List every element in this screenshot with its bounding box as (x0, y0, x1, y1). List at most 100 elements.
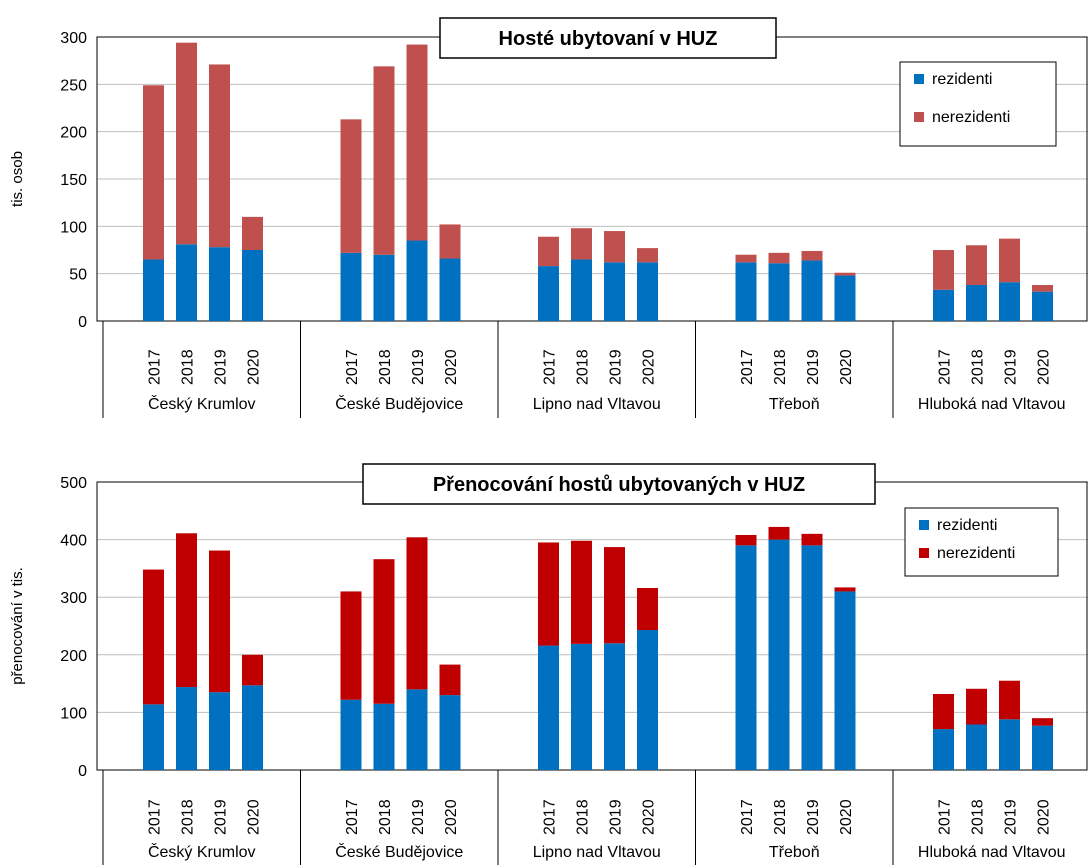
x-tick-label: 2018 (970, 799, 987, 835)
legend-swatch-rezidenti (919, 520, 929, 530)
y-tick-label: 200 (60, 125, 87, 142)
bar-rezidenti-2018 (768, 263, 790, 321)
y-tick-label: 300 (60, 590, 87, 607)
bar-nerezidenti-2018 (966, 688, 987, 725)
bar-rezidenti-2020 (242, 685, 263, 770)
legend-label: nerezidenti (937, 545, 1015, 562)
x-tick-label: 2017 (147, 349, 164, 385)
x-tick-label: 2020 (838, 799, 855, 835)
group-label: Třeboň (769, 844, 820, 861)
bar-rezidenti-2018 (966, 285, 987, 321)
legend-label: rezidenti (937, 517, 997, 534)
bar-nerezidenti-2017 (735, 254, 757, 263)
x-tick-label: 2017 (739, 799, 756, 835)
x-tick-label: 2017 (542, 349, 559, 385)
bar-rezidenti-2019 (209, 247, 230, 321)
bar-rezidenti-2017 (933, 289, 954, 321)
bar-nerezidenti-2017 (933, 693, 954, 730)
bar-rezidenti-2020 (637, 262, 658, 321)
legend-label: nerezidenti (932, 109, 1010, 126)
title-box (362, 463, 876, 505)
bar-nerezidenti-2020 (439, 224, 461, 259)
bar-rezidenti-2020 (1032, 725, 1053, 770)
bar-rezidenti-2017 (933, 729, 954, 770)
x-tick-label: 2018 (970, 349, 987, 385)
x-tick-label: 2020 (246, 799, 263, 835)
y-tick-label: 50 (69, 267, 87, 284)
x-tick-label: 2017 (344, 349, 361, 385)
bar-rezidenti-2020 (439, 258, 461, 321)
bar-nerezidenti-2020 (242, 216, 263, 250)
bar-nerezidenti-2018 (571, 228, 592, 260)
y-tick-label: 400 (60, 533, 87, 550)
bar-rezidenti-2017 (340, 252, 362, 321)
bar-nerezidenti-2017 (538, 542, 559, 646)
y-tick-label: 200 (60, 648, 87, 665)
legend-swatch-nerezidenti (919, 548, 929, 558)
bar-rezidenti-2018 (966, 724, 987, 770)
x-tick-label: 2019 (410, 799, 427, 835)
legend-box (904, 507, 1059, 577)
bar-rezidenti-2020 (834, 275, 856, 321)
x-tick-label: 2017 (344, 799, 361, 835)
y-axis-label: tis. osob (9, 151, 26, 207)
y-tick-label: 300 (60, 30, 87, 47)
bar-nerezidenti-2020 (834, 272, 856, 276)
bar-rezidenti-2019 (406, 240, 428, 321)
bar-nerezidenti-2019 (801, 250, 823, 261)
legend-swatch-nerezidenti (914, 112, 924, 122)
x-tick-label: 2020 (1036, 349, 1053, 385)
x-tick-label: 2018 (575, 349, 592, 385)
bar-nerezidenti-2018 (176, 42, 197, 245)
x-tick-label: 2020 (443, 799, 460, 835)
bar-nerezidenti-2020 (637, 248, 658, 263)
group-label: České Budějovice (335, 394, 463, 413)
x-tick-label: 2017 (937, 349, 954, 385)
bar-rezidenti-2020 (637, 630, 658, 770)
bar-nerezidenti-2017 (143, 85, 164, 260)
y-tick-label: 500 (60, 475, 87, 492)
legend-box (899, 61, 1057, 147)
group-label: Lipno nad Vltavou (533, 396, 661, 413)
bar-nerezidenti-2019 (406, 537, 428, 690)
bar-rezidenti-2019 (604, 262, 625, 321)
bar-nerezidenti-2018 (176, 533, 197, 688)
x-tick-label: 2020 (641, 799, 658, 835)
y-tick-label: 150 (60, 172, 87, 189)
bar-nerezidenti-2017 (933, 250, 954, 290)
x-tick-label: 2020 (838, 349, 855, 385)
y-tick-label: 100 (60, 219, 87, 236)
bar-nerezidenti-2020 (439, 664, 461, 696)
x-tick-label: 2017 (937, 799, 954, 835)
group-label: Hluboká nad Vltavou (918, 396, 1066, 413)
bar-nerezidenti-2018 (768, 252, 790, 264)
x-tick-label: 2018 (180, 349, 197, 385)
title-box (439, 17, 777, 59)
bar-rezidenti-2019 (999, 719, 1020, 770)
x-tick-label: 2020 (641, 349, 658, 385)
bar-nerezidenti-2018 (966, 245, 987, 286)
bar-rezidenti-2020 (834, 591, 856, 770)
bar-rezidenti-2017 (735, 262, 757, 321)
x-tick-label: 2017 (739, 349, 756, 385)
bar-rezidenti-2019 (801, 260, 823, 321)
x-tick-label: 2020 (246, 349, 263, 385)
bar-nerezidenti-2017 (538, 236, 559, 267)
x-tick-label: 2019 (213, 349, 230, 385)
x-tick-label: 2020 (1036, 799, 1053, 835)
bar-nerezidenti-2019 (604, 231, 625, 263)
bar-nerezidenti-2020 (1032, 718, 1053, 726)
bar-nerezidenti-2019 (999, 680, 1020, 720)
bar-rezidenti-2018 (373, 703, 395, 770)
y-tick-label: 250 (60, 77, 87, 94)
bar-nerezidenti-2018 (571, 540, 592, 644)
bar-nerezidenti-2019 (209, 550, 230, 693)
x-tick-label: 2019 (410, 349, 427, 385)
bar-rezidenti-2018 (571, 259, 592, 321)
group-label: Hluboká nad Vltavou (918, 844, 1066, 861)
bar-nerezidenti-2019 (604, 547, 625, 644)
x-tick-label: 2018 (575, 799, 592, 835)
x-tick-label: 2019 (805, 349, 822, 385)
bar-nerezidenti-2017 (340, 119, 362, 253)
x-tick-label: 2019 (608, 799, 625, 835)
